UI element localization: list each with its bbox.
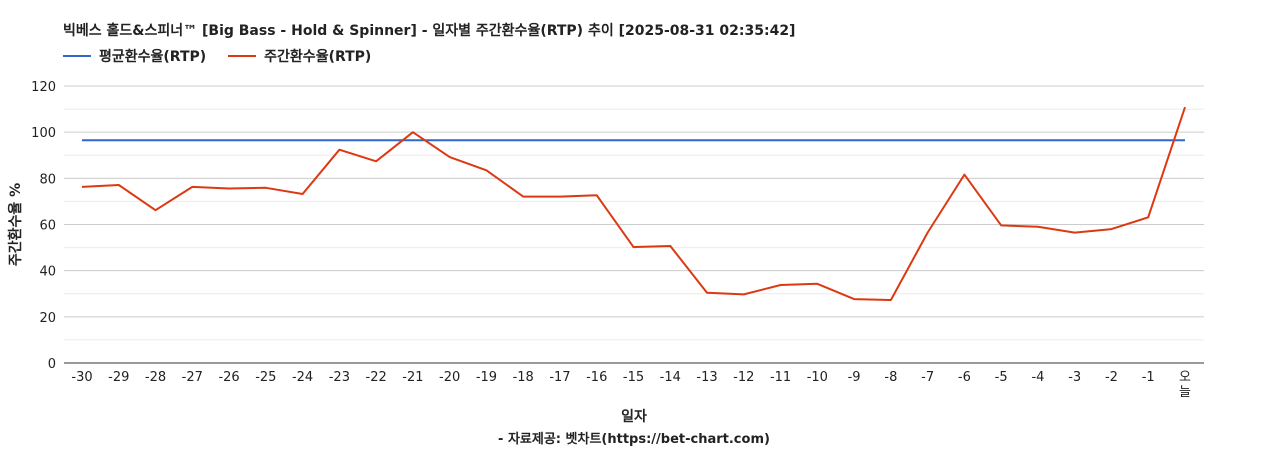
x-tick-label: -4	[1031, 370, 1044, 385]
x-tick-label: -25	[255, 370, 276, 385]
y-tick-label: 20	[39, 311, 56, 326]
x-tick-label: -30	[71, 370, 92, 385]
x-tick-label: -12	[733, 370, 754, 385]
x-tick-label: -24	[292, 370, 313, 385]
x-tick-label: -18	[513, 370, 534, 385]
x-tick-label: -9	[848, 370, 861, 385]
data-source-credit: - 자료제공: 벳차트(https://bet-chart.com)	[498, 432, 770, 447]
x-tick-label: -27	[182, 370, 203, 385]
x-tick-label: -23	[329, 370, 350, 385]
legend-label-average-rtp: 평균환수율(RTP)	[99, 49, 207, 65]
x-tick-label: -17	[549, 370, 570, 385]
x-tick-label: -1	[1142, 370, 1155, 385]
x-tick-label: -14	[660, 370, 681, 385]
legend-swatch-average-rtp	[63, 55, 91, 57]
y-tick-label: 0	[48, 357, 56, 372]
x-tick-label: -26	[218, 370, 239, 385]
x-tick-label: -20	[439, 370, 460, 385]
y-tick-label: 40	[39, 265, 56, 280]
chart-legend: 평균환수율(RTP) 주간환수율(RTP)	[63, 46, 393, 66]
y-tick-label: 80	[39, 172, 56, 187]
x-tick-label: -10	[807, 370, 828, 385]
x-tick-label: -16	[586, 370, 607, 385]
x-tick-label: -22	[366, 370, 387, 385]
y-axis-title: 주간환수율 %	[7, 183, 24, 266]
y-tick-label: 100	[31, 126, 56, 141]
y-tick-label: 60	[39, 219, 56, 234]
x-tick-label: -6	[958, 370, 971, 385]
legend-item-weekly-rtp: 주간환수율(RTP)	[228, 46, 371, 66]
legend-swatch-weekly-rtp	[228, 55, 257, 57]
x-tick-label: -28	[145, 370, 166, 385]
y-axis-ticks: 0 20 40 60 80 100 120	[31, 80, 56, 372]
x-axis-title: 일자	[621, 409, 647, 425]
x-tick-label: -2	[1105, 370, 1118, 385]
x-tick-label: -29	[108, 370, 129, 385]
x-tick-label: -5	[995, 370, 1008, 385]
x-tick-label: -13	[696, 370, 717, 385]
x-axis-ticks: -30 -29 -28 -27 -26 -25 -24 -23 -22 -21 -20 -19 -18-…	[71, 370, 1191, 400]
x-tick-label: -21	[402, 370, 423, 385]
chart-title: 빅베스 홀드&스피너™ [Big Bass - Hold & Spinner] …	[63, 23, 796, 39]
gridlines	[64, 85, 1204, 364]
series-line-weekly-rtp	[81, 106, 1186, 301]
x-tick-label: -8	[884, 370, 897, 385]
x-tick-label: -19	[476, 370, 497, 385]
x-tick-label: -11	[770, 370, 791, 385]
legend-item-average-rtp: 평균환수율(RTP)	[63, 46, 206, 66]
y-tick-label: 120	[31, 80, 56, 95]
x-tick-label: -3	[1068, 370, 1081, 385]
legend-label-weekly-rtp: 주간환수율(RTP)	[264, 49, 372, 65]
series-lines	[81, 106, 1186, 301]
x-tick-label: -15	[623, 370, 644, 385]
x-tick-label: -7	[921, 370, 934, 385]
